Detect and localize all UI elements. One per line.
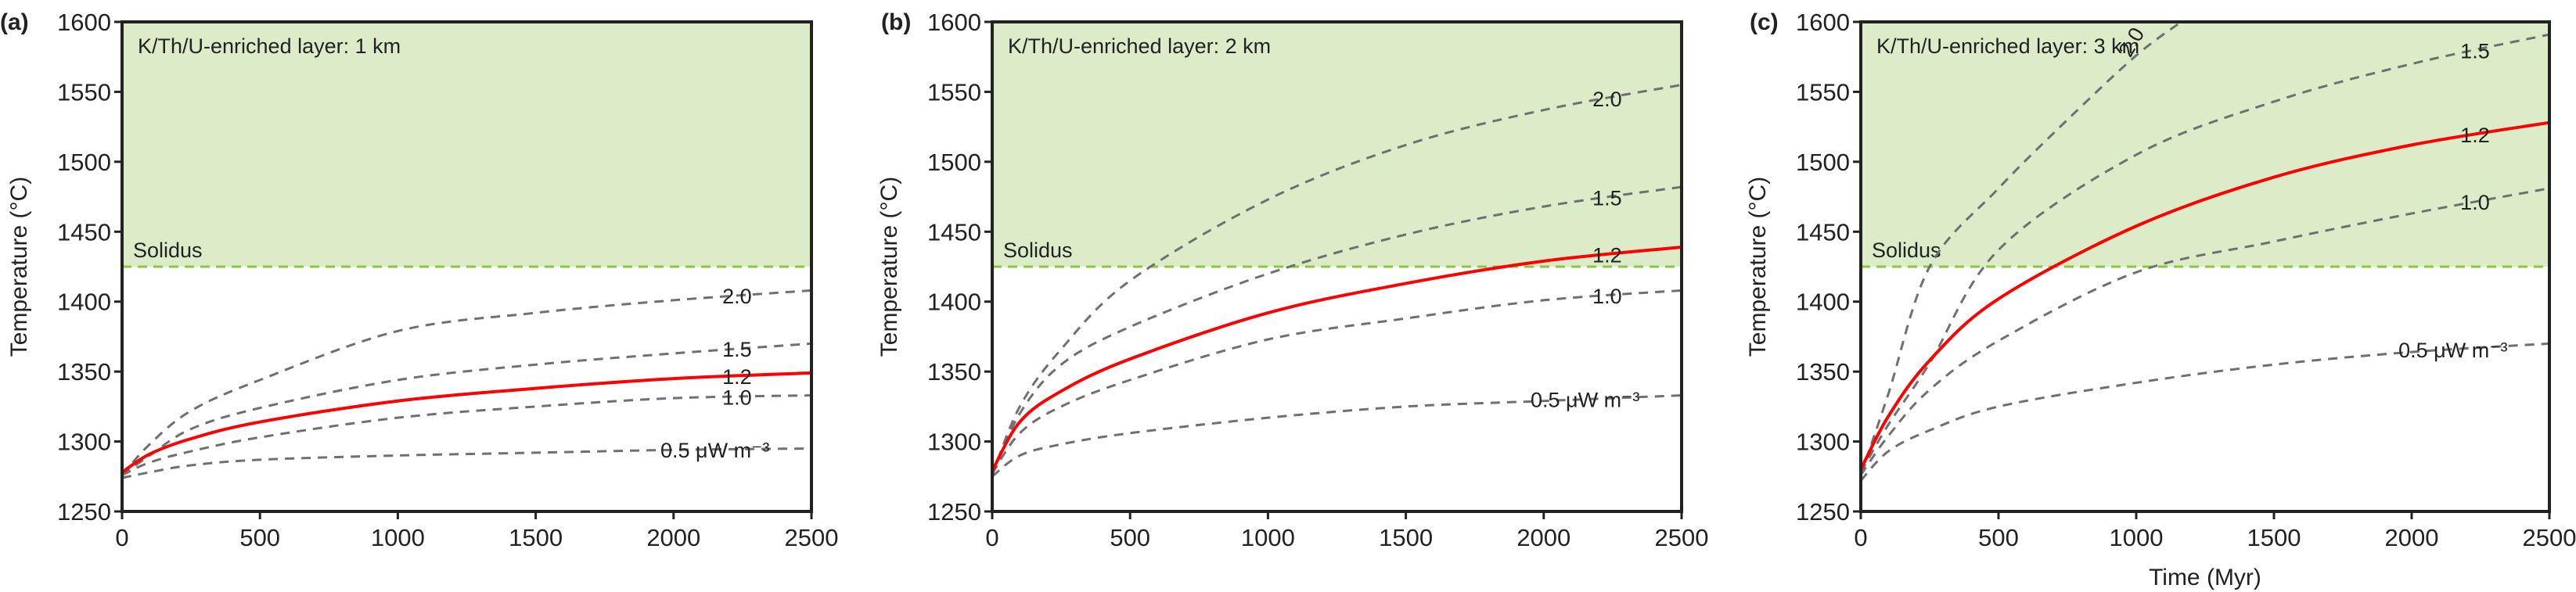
series-line-0 [122, 289, 811, 476]
solidus-label: Solidus [133, 239, 203, 262]
series-label-0: 2.0 [722, 285, 752, 308]
series-line-4 [122, 447, 811, 479]
x-tick-label: 2500 [1655, 524, 1709, 551]
series-line-0 [992, 84, 1682, 476]
x-tick-label: 2000 [2385, 524, 2439, 551]
series-line-3 [1861, 187, 2549, 476]
melt-zone-fill [992, 22, 1682, 267]
y-tick-label: 1400 [1796, 289, 1850, 316]
y-tick-label: 1600 [57, 9, 111, 36]
panel-label: (b) [881, 9, 911, 35]
series-line-4 [992, 394, 1682, 478]
y-axis-title: Temperature (°C) [876, 177, 902, 357]
panel-b: Solidus K/Th/U-enriched layer: 2 km 2.0 1.5… [876, 9, 1708, 551]
series-line-2 [122, 371, 811, 474]
x-tick-label: 2500 [785, 524, 839, 551]
series-label-3: 1.0 [722, 386, 752, 409]
series-group [122, 289, 811, 479]
x-tick-label: 1500 [509, 524, 563, 551]
x-tick-label: 500 [239, 524, 280, 551]
melt-zone-fill [122, 22, 811, 267]
y-tick-label: 1350 [1796, 358, 1850, 386]
series-line-1 [122, 342, 811, 476]
series-line-1 [1861, 33, 2549, 473]
series-line-1 [992, 185, 1682, 476]
series-line-4 [1861, 342, 2549, 482]
y-axis-title: Temperature (°C) [6, 177, 32, 357]
x-tick-label: 2500 [2523, 524, 2576, 551]
series-label-1: 1.5 [1592, 187, 1622, 210]
x-tick-label: 500 [1978, 524, 2019, 551]
x-tick-label: 0 [1854, 524, 1867, 551]
plot-frame [121, 20, 813, 513]
series-label-2: 1.2 [722, 365, 752, 389]
series-label-2: 1.2 [1592, 244, 1622, 267]
x-axis-title: Time (Myr) [2149, 565, 2261, 590]
solidus-label: Solidus [1003, 239, 1073, 262]
series-group [992, 84, 1682, 478]
y-tick-label: 1350 [927, 358, 981, 386]
y-tick-label: 1600 [927, 9, 981, 36]
x-tick-label: 0 [985, 524, 998, 551]
series-label-1: 1.5 [722, 338, 752, 361]
series-label-4: 0.5 μW m⁻³ [2398, 339, 2507, 362]
y-tick-label: 1500 [57, 149, 111, 176]
y-tick-label: 1600 [1796, 9, 1850, 36]
y-tick-label: 1450 [57, 218, 111, 246]
y-tick-label: 1250 [1796, 498, 1850, 526]
y-axis-title: Temperature (°C) [1745, 177, 1771, 357]
y-tick-label: 1400 [57, 289, 111, 316]
panel-label: (a) [0, 9, 29, 35]
series-line-3 [992, 289, 1682, 475]
y-tick-label: 1350 [57, 358, 111, 386]
series-line-3 [122, 394, 811, 476]
series-label-3: 1.0 [1592, 285, 1622, 308]
y-tick-label: 1300 [57, 429, 111, 456]
y-tick-label: 1550 [927, 78, 981, 106]
y-tick-label: 1450 [927, 218, 981, 246]
y-tick-label: 1500 [927, 149, 981, 176]
panel-annotation: K/Th/U-enriched layer: 2 km [1008, 34, 1271, 58]
series-label-4: 0.5 μW m⁻³ [660, 439, 769, 462]
x-tick-label: 2000 [646, 524, 700, 551]
y-tick-label: 1400 [927, 289, 981, 316]
y-tick-label: 1500 [1796, 149, 1850, 176]
x-tick-label: 1500 [1379, 524, 1433, 551]
plot-frame [1859, 20, 2551, 513]
x-tick-label: 2000 [1516, 524, 1570, 551]
melt-zone-fill [1861, 22, 2549, 267]
y-tick-label: 1300 [927, 429, 981, 456]
series-line-0 [1861, 22, 2182, 475]
x-tick-label: 1500 [2247, 524, 2301, 551]
panel-annotation: K/Th/U-enriched layer: 1 km [138, 34, 401, 58]
series-label-2: 1.2 [2460, 124, 2490, 147]
x-tick-label: 1000 [2110, 524, 2164, 551]
panel-label: (c) [1750, 9, 1779, 35]
y-tick-label: 1550 [1796, 78, 1850, 106]
series-line-2 [992, 245, 1682, 472]
x-tick-label: 500 [1110, 524, 1150, 551]
series-group [1861, 22, 2549, 482]
plot-frame [991, 20, 1683, 513]
panel-annotation: K/Th/U-enriched layer: 3 km [1876, 34, 2139, 58]
solidus-label: Solidus [1872, 239, 1941, 262]
x-tick-label: 0 [115, 524, 128, 551]
series-line-2 [1861, 120, 2549, 471]
x-tick-label: 1000 [371, 524, 425, 551]
series-label-1: 1.5 [2460, 39, 2490, 63]
y-tick-label: 1300 [1796, 429, 1850, 456]
y-tick-label: 1250 [57, 498, 111, 526]
panel-a: Solidus K/Th/U-enriched layer: 1 km 2.0 1.5… [0, 9, 838, 551]
y-tick-label: 1250 [927, 498, 981, 526]
y-tick-label: 1450 [1796, 218, 1850, 246]
x-tick-label: 1000 [1241, 524, 1295, 551]
y-tick-label: 1550 [57, 78, 111, 106]
series-label-4: 0.5 μW m⁻³ [1531, 389, 1639, 412]
series-label-3: 1.0 [2460, 191, 2490, 214]
series-label-0: 2.0 [1592, 88, 1622, 111]
